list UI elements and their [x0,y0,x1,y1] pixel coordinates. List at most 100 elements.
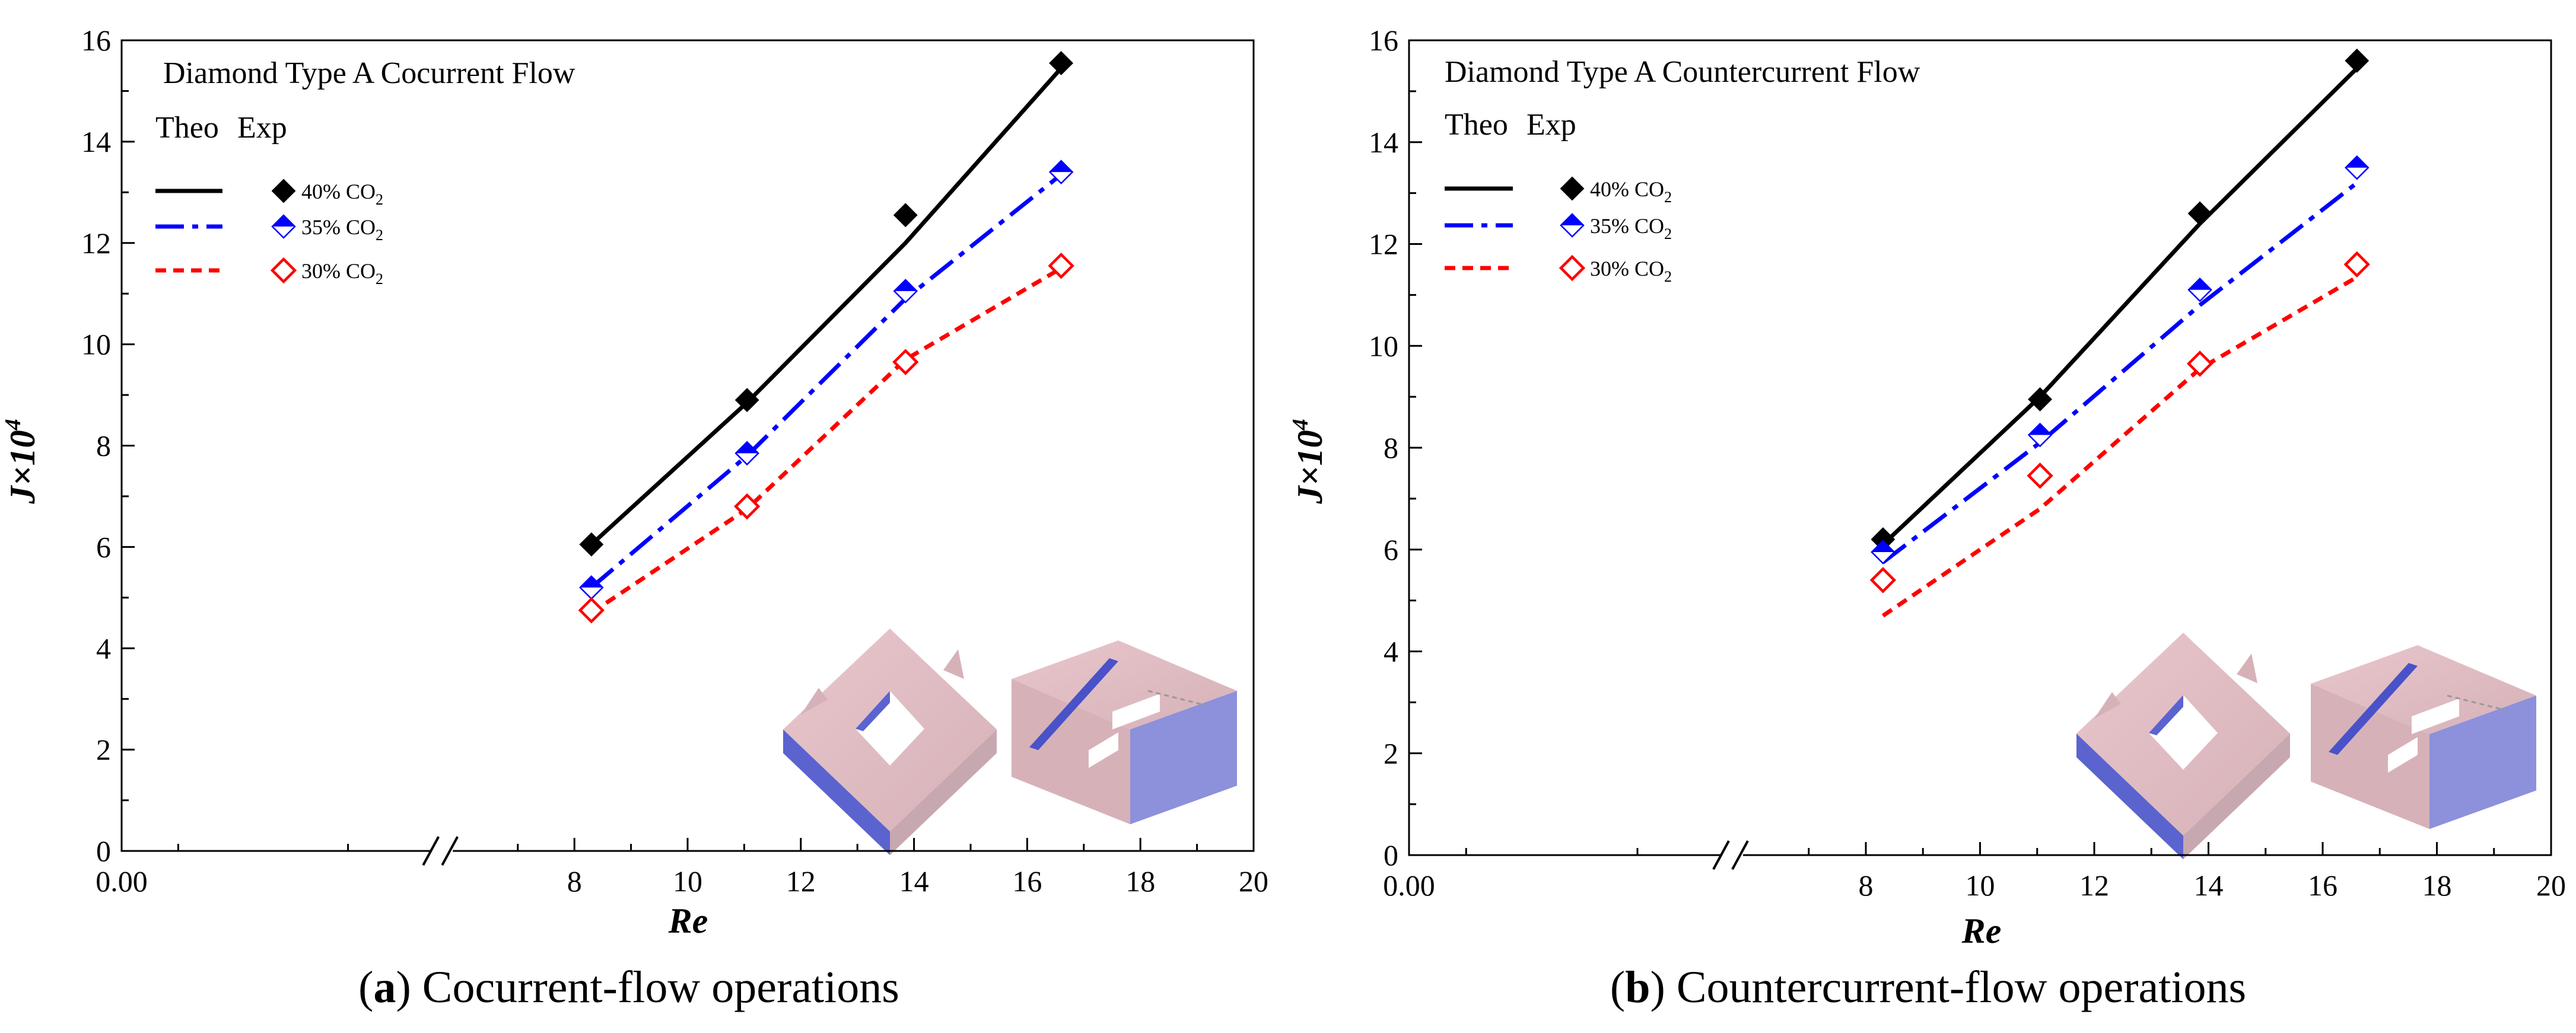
legend-label-sub: 2 [1664,225,1672,243]
legend-marker [270,257,297,284]
legend-marker [1560,176,1585,201]
y-axis-label-exp: 4 [1,419,26,431]
series-40-co2 [579,51,1074,557]
exp-point [892,349,919,375]
y-axis-label-main: J×10 [3,430,42,504]
legend-header-exp: Exp [1526,108,1576,142]
diamond-insert-illustration-1 [783,629,997,855]
marker-shape [2343,251,2370,278]
marker-shape [1048,253,1074,279]
exp-point [733,493,761,520]
exp-point [2186,350,2214,377]
y-tick-label: 10 [1369,329,1398,362]
marker-fill [272,215,295,227]
marker-fill [2345,156,2368,168]
marker-shape [1869,567,1897,594]
x-tick-label: 18 [1125,865,1155,898]
marker-shape [734,388,759,413]
marker-shape [733,493,761,520]
marker-shape [271,178,296,203]
y-tick-label: 2 [1384,737,1398,770]
legend-label: 40% CO2 [301,180,383,208]
exp-point [893,279,918,304]
chart-title: Diamond Type A Countercurrent Flow [1445,55,1920,89]
y-tick-label: 6 [1384,533,1398,566]
y-axis-label-main: J×10 [1290,430,1330,504]
marker-shape [1559,254,1586,282]
axis-break-slash [1731,840,1749,870]
marker-fill [894,279,917,291]
marker-shape [1049,51,1074,75]
marker-shape [578,597,605,624]
exp-point [1048,160,1074,184]
legend-label-sub: 2 [376,270,383,288]
x-tick-label: 16 [1012,865,1042,898]
caption-text: Countercurrent-flow operations [1665,962,2246,1012]
x-axis-label: Re [1961,911,2002,951]
x-tick-label: 0.00 [1383,869,1435,902]
exp-point [734,441,759,466]
marker-shape [2028,387,2052,412]
exp-point [1048,253,1074,279]
caption-letter: a [373,962,396,1012]
marker-shape [892,349,919,375]
exp-point [2344,155,2370,180]
axis-break-gap [1722,852,1743,859]
y-tick-label: 0 [1384,838,1398,872]
legend-label-sub: 2 [1664,268,1672,285]
y-tick-label: 0 [96,834,111,868]
y-tick-label: 16 [81,24,111,57]
diamond-insert-illustration-2 [2311,645,2536,829]
exp-point [2345,48,2370,73]
panel-a: Diamond Type A Cocurrent Flow Theo Exp J… [1,24,1268,1012]
theo-line [1881,275,2358,618]
theo-line [590,266,1063,615]
x-tick-label: 12 [786,865,816,898]
x-tick-label: 14 [899,865,929,898]
legend-marker [271,214,296,239]
legend-entry: 35% CO2 [1445,213,1672,243]
legend-label: 35% CO2 [301,215,383,244]
y-axis-label: J×104 [1,419,42,504]
diamond-insert-illustration-2 [1012,640,1237,824]
x-tick-label: 8 [1859,869,1874,902]
chart-title: Diamond Type A Cocurrent Flow [163,56,575,90]
marker-shape [893,203,918,228]
y-tick-label: 6 [96,530,111,563]
x-tick-label: 16 [2308,869,2338,902]
exp-point [2187,278,2212,302]
y-tick-label: 8 [96,429,111,463]
y-tick-label: 2 [96,733,111,766]
series-40-co2 [1871,48,2370,551]
exp-point [2028,387,2052,412]
axis-break-slash [1712,840,1730,870]
y-tick-label: 10 [81,328,111,361]
y-tick-label: 16 [1369,24,1398,57]
series-35-co2 [579,160,1074,600]
legend-marker [1559,254,1586,282]
legend-label-main: 30% CO [1590,257,1664,280]
exp-point [578,597,605,624]
legend-label: 30% CO2 [301,259,383,288]
exp-point [2343,251,2370,278]
x-tick-label: 8 [567,865,582,898]
theo-line [1881,66,2359,546]
series-30-co2 [1869,251,2370,618]
caption: (b) Countercurrent-flow operations [1610,962,2246,1012]
exp-point [2027,422,2053,448]
theo-line [590,66,1063,546]
legend-label-sub: 2 [376,191,383,208]
y-tick-label: 14 [81,125,111,158]
x-tick-label: 10 [1966,869,1995,902]
axis-break [1712,840,1749,870]
legend-entry: 30% CO2 [1445,254,1672,285]
legend-entry: 40% CO2 [1445,176,1672,206]
marker-fill [580,576,603,588]
x-tick-label: 10 [673,865,702,898]
legend-label-main: 40% CO [1590,177,1664,201]
legend-label-main: 40% CO [301,180,376,203]
marker-shape [2186,350,2214,377]
exp-point [1049,51,1074,75]
exp-point [1869,567,1897,594]
